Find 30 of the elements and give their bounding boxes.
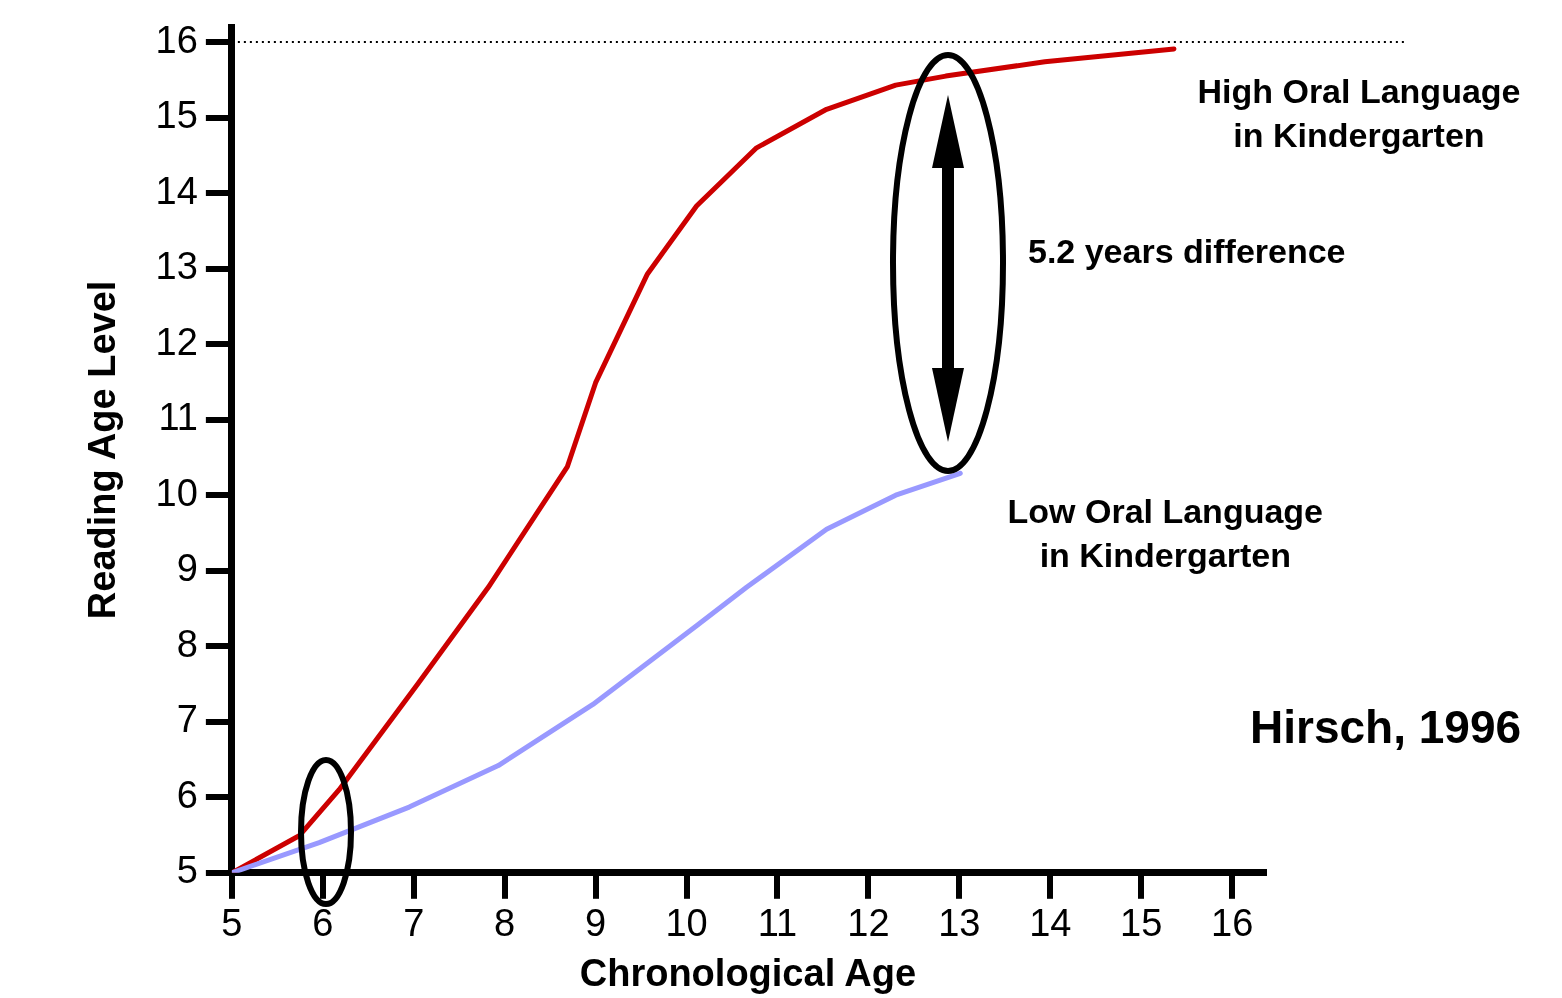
x-tick-label: 15 (1120, 902, 1163, 945)
x-tick-label: 9 (585, 902, 607, 945)
y-tick-label: 11 (158, 396, 198, 439)
x-tick-label: 8 (494, 902, 516, 945)
y-tick-label: 15 (155, 94, 198, 137)
x-axis-title: Chronological Age (579, 951, 917, 994)
y-tick-label: 12 (155, 320, 198, 363)
y-tick-label: 9 (176, 547, 198, 590)
series-label: Low Oral Language in Kindergarten (1007, 491, 1324, 574)
y-tick-label: 5 (176, 849, 198, 892)
y-tick-label: 7 (176, 698, 198, 741)
y-tick-label: 8 (176, 622, 198, 665)
x-tick-label: 14 (1029, 902, 1072, 945)
y-tick-label: 13 (155, 245, 198, 288)
x-tick-label: 12 (847, 902, 890, 945)
x-tick-label: 16 (1211, 902, 1254, 945)
x-tick-label: 5 (221, 902, 243, 945)
annotation: Hirsch, 1996 (1250, 700, 1522, 754)
annotation: 5.2 years difference (1028, 232, 1346, 271)
y-tick-label: 16 (155, 18, 198, 61)
x-tick-label: 10 (665, 902, 708, 945)
y-tick-label: 14 (155, 169, 198, 212)
series-label: High Oral Language in Kindergarten (1197, 72, 1521, 155)
y-tick-label: 6 (176, 773, 198, 816)
x-tick-label: 13 (938, 902, 981, 945)
x-tick-label: 7 (403, 902, 425, 945)
x-tick-label: 11 (757, 902, 798, 945)
x-tick-label: 6 (312, 902, 334, 945)
y-axis-title: Reading Age Level (81, 280, 124, 620)
y-tick-label: 10 (155, 471, 198, 514)
